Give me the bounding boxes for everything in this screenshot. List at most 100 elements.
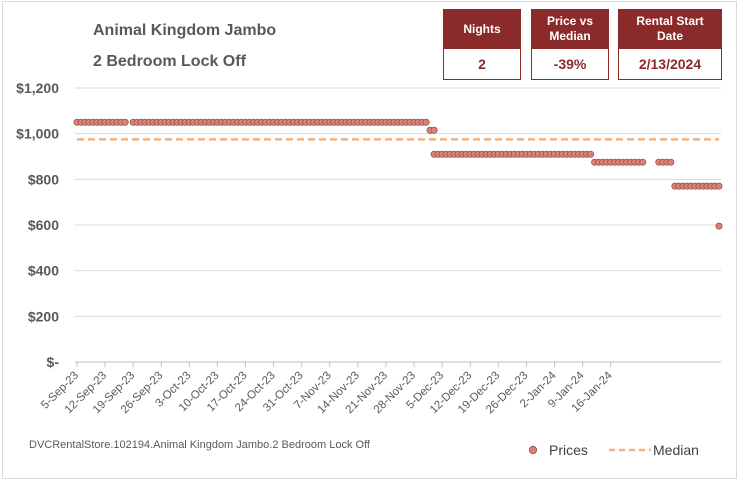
price-point xyxy=(534,150,542,158)
price-point xyxy=(482,150,490,158)
price-point xyxy=(354,118,362,126)
price-point xyxy=(406,118,414,126)
legend-median-marker xyxy=(609,448,651,452)
price-point xyxy=(362,118,370,126)
price-point xyxy=(559,150,567,158)
y-tick-label: $400 xyxy=(28,263,59,279)
price-point xyxy=(571,150,579,158)
price-point xyxy=(707,182,715,190)
price-point xyxy=(213,118,221,126)
price-point xyxy=(611,158,619,166)
y-tick-label: $- xyxy=(47,354,60,370)
price-point xyxy=(378,118,386,126)
chart-area[interactable]: Animal Kingdom Jambo 2 Bedroom Lock Off … xyxy=(2,1,737,479)
price-point xyxy=(318,118,326,126)
price-point xyxy=(153,118,161,126)
x-tick-label: 26-Sep-23 xyxy=(119,370,165,416)
price-point xyxy=(330,118,338,126)
price-point xyxy=(563,150,571,158)
x-tick-label: 14-Nov-23 xyxy=(316,370,362,416)
price-point xyxy=(550,150,558,158)
price-point xyxy=(229,118,237,126)
price-point xyxy=(490,150,498,158)
price-point xyxy=(386,118,394,126)
price-point xyxy=(181,118,189,126)
price-point xyxy=(659,158,667,166)
price-point xyxy=(671,182,679,190)
price-point xyxy=(338,118,346,126)
price-point xyxy=(85,118,93,126)
price-point xyxy=(394,118,402,126)
price-point xyxy=(667,158,675,166)
price-point xyxy=(221,118,229,126)
price-point xyxy=(105,118,113,126)
nights-label: Nights xyxy=(443,9,521,49)
y-tick-label: $1,200 xyxy=(16,80,59,96)
price-point xyxy=(294,118,302,126)
price-point xyxy=(518,150,526,158)
price-point xyxy=(306,118,314,126)
price-point xyxy=(149,118,157,126)
price-point xyxy=(133,118,141,126)
price-point xyxy=(695,182,703,190)
price-point xyxy=(422,118,430,126)
price-point xyxy=(514,150,522,158)
price-point xyxy=(526,150,534,158)
price-point xyxy=(157,118,165,126)
price-point xyxy=(615,158,623,166)
price-point xyxy=(109,118,117,126)
price-point xyxy=(691,182,699,190)
price-point xyxy=(234,118,242,126)
price-point xyxy=(715,182,723,190)
price-point xyxy=(595,158,603,166)
price-point xyxy=(141,118,149,126)
price-point xyxy=(442,150,450,158)
price-point xyxy=(398,118,406,126)
price-point xyxy=(334,118,342,126)
price-point xyxy=(189,118,197,126)
nights-value: 2 xyxy=(443,49,521,80)
price-point xyxy=(530,150,538,158)
price-point xyxy=(607,158,615,166)
price-point xyxy=(587,150,595,158)
price-point xyxy=(370,118,378,126)
price-point xyxy=(121,118,129,126)
price-vs-median-box: Price vs Median -39% xyxy=(531,9,609,80)
price-point xyxy=(89,118,97,126)
price-point xyxy=(262,118,270,126)
price-point xyxy=(683,182,691,190)
price-point xyxy=(322,118,330,126)
legend-prices-marker xyxy=(528,445,538,455)
price-point xyxy=(310,118,318,126)
legend-median: Median xyxy=(607,442,699,458)
x-tick-label: 24-Oct-23 xyxy=(233,370,278,415)
price-point xyxy=(631,158,639,166)
price-point xyxy=(390,118,398,126)
x-tick-label: 19-Sep-23 xyxy=(91,370,137,416)
price-point xyxy=(687,182,695,190)
price-point xyxy=(238,118,246,126)
x-tick-label: 2-Jan-24 xyxy=(518,369,559,410)
x-tick-label: 19-Dec-23 xyxy=(456,370,502,416)
price-point xyxy=(542,150,550,158)
price-point xyxy=(137,118,145,126)
x-tick-label: 26-Dec-23 xyxy=(484,370,530,416)
x-tick-label: 5-Sep-23 xyxy=(39,370,81,412)
price-point xyxy=(623,158,631,166)
price-point xyxy=(478,150,486,158)
price-point xyxy=(197,118,205,126)
price-point xyxy=(366,118,374,126)
price-point xyxy=(342,118,350,126)
price-point xyxy=(382,118,390,126)
price-point xyxy=(298,118,306,126)
price-point xyxy=(77,118,85,126)
price-point xyxy=(282,118,290,126)
price-point xyxy=(201,118,209,126)
price-point xyxy=(266,118,274,126)
x-tick-label: 9-Jan-24 xyxy=(546,369,587,410)
price-point xyxy=(458,150,466,158)
price-point xyxy=(326,118,334,126)
price-point xyxy=(679,182,687,190)
price-point xyxy=(242,118,250,126)
price-point xyxy=(575,150,583,158)
